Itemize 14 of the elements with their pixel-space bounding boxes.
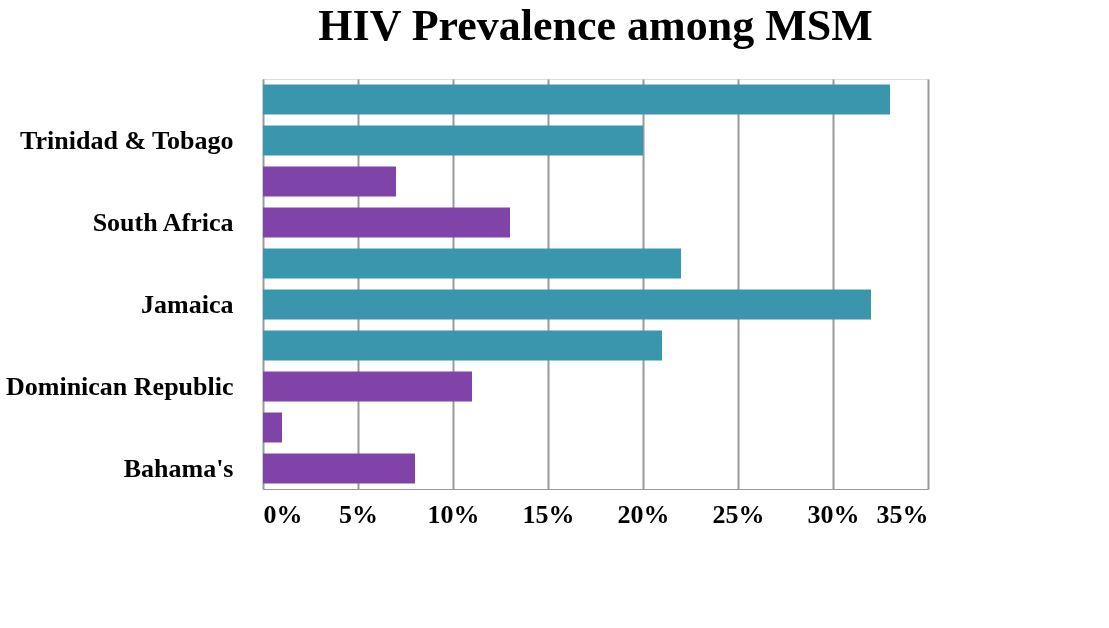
chart-title: HIV Prevalence among MSM: [318, 1, 873, 50]
x-tick-label: 25%: [712, 499, 765, 529]
x-tick-label: 15%: [522, 499, 575, 529]
x-tick-label: 0%: [263, 499, 303, 529]
y-tick-label: Trinidad & Tobago: [20, 125, 234, 155]
y-tick-label: South Africa: [92, 207, 234, 237]
y-tick-label: Bahama's: [123, 453, 234, 483]
y-tick-label: Dominican Republic: [5, 371, 234, 401]
y-tick-label: Jamaica: [141, 289, 234, 319]
x-tick-label: 35%: [876, 499, 929, 529]
x-tick-label: 20%: [617, 499, 670, 529]
x-tick-label: 5%: [339, 499, 378, 529]
x-tick-label: 10%: [427, 499, 480, 529]
x-tick-label: 30%: [807, 499, 860, 529]
